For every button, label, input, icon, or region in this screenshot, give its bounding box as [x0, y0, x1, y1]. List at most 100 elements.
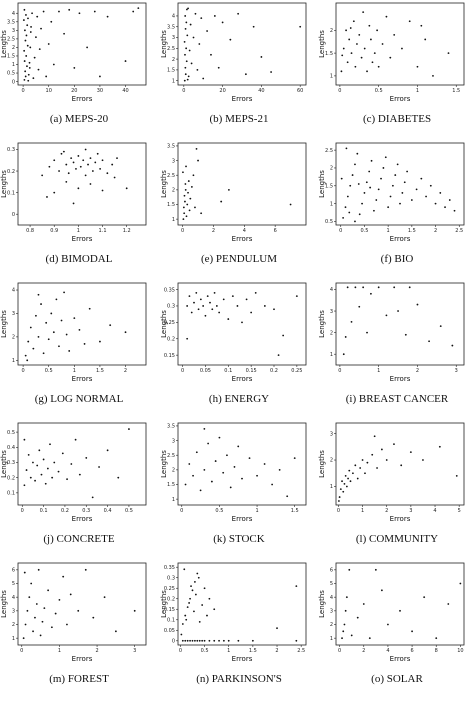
data-point	[299, 25, 302, 28]
data-point	[408, 20, 411, 23]
y-tick-label: 3	[12, 28, 15, 34]
data-point	[218, 436, 221, 439]
data-point	[342, 353, 345, 356]
y-axis-label: Lengths	[318, 30, 326, 58]
data-point	[217, 66, 220, 69]
data-point	[210, 53, 212, 56]
data-point	[250, 311, 253, 314]
data-point	[347, 477, 349, 480]
data-point	[188, 463, 191, 465]
data-point	[32, 630, 34, 633]
data-point	[276, 627, 278, 630]
data-point	[34, 616, 36, 619]
data-point	[54, 612, 57, 615]
data-point	[351, 174, 354, 176]
data-point	[382, 167, 385, 169]
x-tick-label: 0.1	[224, 368, 232, 374]
data-point	[35, 36, 37, 39]
data-point	[213, 608, 216, 611]
data-point	[70, 463, 73, 465]
data-point	[213, 15, 216, 17]
data-point	[34, 479, 36, 482]
data-point	[23, 438, 26, 441]
data-point	[206, 30, 208, 32]
data-point	[27, 17, 29, 20]
x-tick-label: 1	[377, 368, 380, 374]
data-point	[60, 319, 63, 322]
x-tick-label: 1	[387, 228, 390, 234]
data-point	[364, 472, 366, 475]
y-axis-label: Lengths	[160, 450, 168, 478]
data-point	[339, 488, 342, 491]
data-point	[26, 609, 29, 612]
y-tick-label: 0.5	[7, 430, 15, 436]
data-point	[346, 195, 349, 198]
axes-frame	[335, 142, 465, 226]
data-point	[371, 453, 374, 456]
data-point	[194, 206, 196, 209]
data-point	[186, 203, 189, 206]
data-point	[194, 581, 196, 583]
y-tick-label: 0.25	[164, 586, 175, 592]
panel-caption: (m) FOREST	[49, 673, 109, 685]
data-point	[420, 24, 423, 27]
data-point	[183, 568, 186, 571]
data-point	[374, 568, 377, 571]
panel-caption: (n) PARKINSON'S	[196, 673, 282, 685]
y-tick-label: 3.5	[167, 144, 175, 150]
data-point	[368, 637, 371, 640]
data-point	[41, 174, 44, 177]
y-tick-label: 5	[12, 581, 15, 587]
data-point	[282, 334, 285, 337]
x-tick-label: 30	[97, 88, 103, 94]
data-point	[58, 599, 61, 601]
axes-frame	[177, 2, 307, 86]
data-point	[200, 212, 203, 215]
panel-caption: (e) PENDULUM	[200, 253, 278, 265]
data-point	[72, 202, 75, 205]
data-point	[204, 314, 207, 317]
x-tick-label: 3	[409, 508, 412, 514]
y-tick-label: 1	[12, 358, 15, 364]
data-point	[356, 152, 359, 155]
y-tick-label: 0.35	[164, 565, 175, 571]
scatter-plot: 0 2 4 6 1 1.5 2 2.5 3 3.5 Errors Lengths	[160, 142, 307, 243]
data-point	[393, 33, 396, 36]
data-point	[26, 24, 29, 27]
data-point	[380, 448, 383, 451]
x-tick-label: 0	[181, 368, 184, 374]
data-point	[349, 480, 352, 483]
data-point	[32, 77, 35, 80]
axes-frame	[177, 142, 307, 226]
data-point	[399, 609, 401, 612]
data-point	[44, 482, 47, 485]
data-point	[98, 466, 100, 468]
scatter-plot: 0 20 40 60 1 1.5 2 2.5 3 3.5 4 Errors Lengths	[160, 2, 307, 103]
data-point	[37, 335, 40, 338]
data-point	[370, 38, 372, 41]
data-point	[380, 589, 383, 592]
y-tick-label: 0.15	[164, 353, 175, 359]
data-point	[183, 79, 186, 82]
data-point	[50, 626, 53, 629]
data-point	[183, 194, 186, 197]
scatter-plot: 0 1 2 3 1 2 3 4 Errors Lengths	[318, 282, 465, 383]
axes-frame	[177, 282, 307, 366]
data-point	[27, 453, 30, 456]
data-point	[26, 359, 29, 362]
x-tick-label: 0.25	[291, 368, 302, 374]
data-point	[293, 457, 296, 460]
data-point	[89, 157, 92, 160]
data-point	[348, 469, 351, 472]
scatter-panel: 0 0.5 1 1.5 2 2.5 0.5 1 1.5 2 2.5 Errors Lengths (f) …	[318, 140, 472, 278]
data-point	[415, 188, 418, 191]
data-point	[252, 25, 255, 28]
data-point	[101, 189, 104, 192]
x-tick-label: 1.2	[123, 228, 131, 234]
data-point	[40, 473, 43, 476]
data-point	[348, 211, 351, 214]
data-point	[196, 639, 199, 642]
data-point	[184, 639, 187, 642]
y-tick-label: 2.5	[167, 46, 175, 52]
